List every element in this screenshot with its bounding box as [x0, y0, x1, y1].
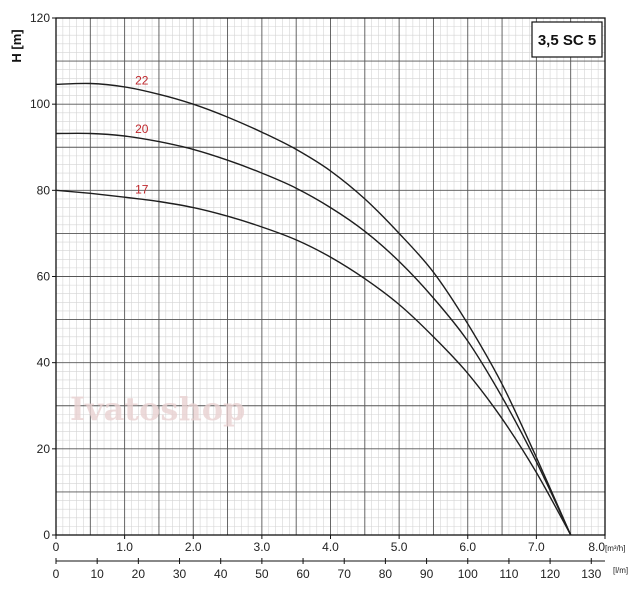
y-tick-label: 80 — [37, 183, 51, 197]
x-tick-label-primary: 0 — [53, 540, 60, 554]
curve-label-20: 20 — [135, 122, 149, 136]
x-tick-label-primary: 6.0 — [459, 540, 476, 554]
x-axis-secondary-unit: [l/m] — [613, 566, 628, 575]
x-tick-label-primary: 4.0 — [322, 540, 339, 554]
major-grid — [56, 18, 605, 535]
y-tick-label: 40 — [37, 356, 51, 370]
x-tick-label-secondary: 10 — [90, 567, 104, 581]
x-tick-label-secondary: 50 — [255, 567, 269, 581]
x-tick-label-primary: 2.0 — [185, 540, 202, 554]
pump-curve-22 — [55, 82, 572, 536]
title-box — [531, 21, 603, 58]
x-axis-secondary-ticks: 0 10 20 30 40 50 60 70 80 90 100 110 120 130 — [53, 558, 605, 581]
x-tick-label-primary: 8.0 — [588, 540, 605, 554]
x-axis-primary-unit: [m³/h] — [605, 544, 625, 553]
chart-title: 3,5 SC 5 — [538, 32, 596, 49]
pump-curve-17 — [55, 189, 572, 536]
x-tick-label-secondary: 70 — [338, 567, 352, 581]
x-tick-label-secondary: 130 — [581, 567, 601, 581]
y-tick-label: 100 — [30, 97, 50, 111]
x-tick-label-primary: 7.0 — [528, 540, 545, 554]
x-tick-label-secondary: 30 — [173, 567, 187, 581]
x-tick-label-primary: 5.0 — [391, 540, 408, 554]
y-tick-label: 20 — [37, 442, 51, 456]
x-tick-label-secondary: 120 — [540, 567, 560, 581]
curve-label-17: 17 — [135, 182, 149, 196]
x-tick-label-primary: 1.0 — [116, 540, 133, 554]
y-tick-label: 120 — [30, 11, 50, 25]
x-tick-label-secondary: 60 — [296, 567, 310, 581]
x-tick-label-primary: 3.0 — [254, 540, 271, 554]
y-axis-ticks: 0 20 40 60 80 100 120 — [30, 11, 56, 542]
x-tick-label-secondary: 20 — [132, 567, 146, 581]
x-tick-label-secondary: 100 — [458, 567, 478, 581]
x-tick-label-secondary: 90 — [420, 567, 434, 581]
y-tick-label: 0 — [43, 528, 50, 542]
x-tick-label-secondary: 40 — [214, 567, 228, 581]
pump-curve-20 — [55, 132, 572, 536]
y-tick-label: 60 — [37, 270, 51, 284]
y-axis-label: H [m] — [9, 29, 24, 62]
x-tick-label-secondary: 0 — [53, 567, 60, 581]
curve-label-22: 22 — [135, 74, 149, 88]
pump-curves: 22 20 17 — [55, 74, 572, 536]
x-axis-primary-ticks: 0 1.0 2.0 3.0 4.0 5.0 6.0 7.0 8.0 — [53, 535, 606, 554]
watermark: Ivatoshop — [70, 390, 245, 428]
x-tick-label-secondary: 110 — [499, 567, 518, 581]
x-tick-label-secondary: 80 — [379, 567, 393, 581]
